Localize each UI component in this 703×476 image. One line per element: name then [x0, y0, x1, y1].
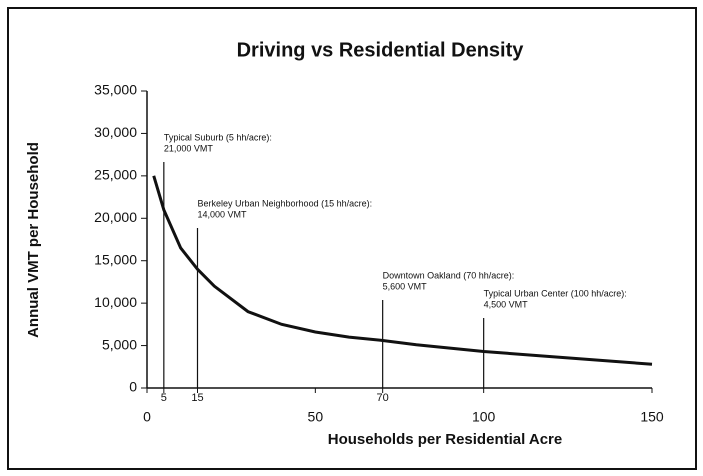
x-tick-label: 5	[161, 392, 167, 404]
y-tick-label: 15,000	[94, 251, 137, 267]
annotation-text: Berkeley Urban Neighborhood (15 hh/acre)…	[198, 198, 373, 208]
x-tick-label: 70	[377, 392, 389, 404]
y-tick-label: 0	[129, 379, 137, 395]
y-tick-label: 20,000	[94, 209, 137, 225]
chart-title: Driving vs Residential Density	[237, 39, 525, 61]
annotation-text: 14,000 VMT	[198, 209, 248, 219]
y-tick-label: 5,000	[102, 336, 137, 352]
x-tick-label: 15	[191, 392, 203, 404]
y-tick-label: 35,000	[94, 82, 137, 98]
annotation-text: 5,600 VMT	[383, 281, 428, 291]
annotation-text: 21,000 VMT	[164, 143, 214, 153]
x-tick-label: 50	[308, 409, 324, 425]
frame	[7, 7, 697, 470]
annotation-text: Typical Suburb (5 hh/acre):	[164, 132, 272, 142]
y-tick-label: 30,000	[94, 124, 137, 140]
y-tick-label: 25,000	[94, 167, 137, 183]
y-tick-label: 10,000	[94, 294, 137, 310]
line	[152, 175, 653, 366]
x-axis-label: Households per Residential Acre	[328, 431, 563, 448]
annotation-text: 4,500 VMT	[484, 299, 529, 309]
x-tick-label: 0	[143, 409, 151, 425]
annotation-text: Downtown Oakland (70 hh/acre):	[383, 270, 515, 280]
x-tick-label: 150	[640, 409, 664, 425]
y-axis-label: Annual VMT per Household	[25, 142, 42, 338]
x-tick-label: 100	[472, 409, 496, 425]
annotation-text: Typical Urban Center (100 hh/acre):	[484, 288, 627, 298]
